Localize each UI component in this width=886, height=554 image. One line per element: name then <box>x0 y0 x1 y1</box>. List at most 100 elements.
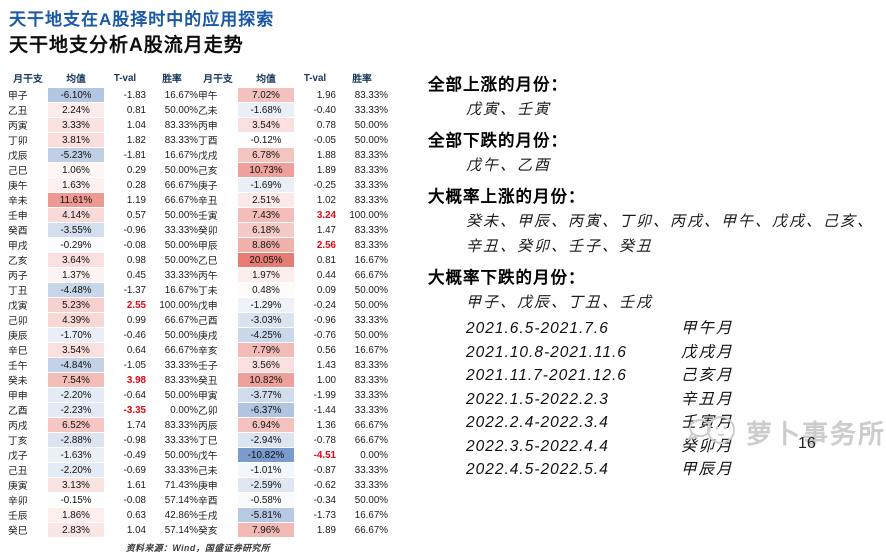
win-rate: 16.67% <box>336 342 388 358</box>
table-row: 丁丑 -4.48% -1.37 16.67% 丁未 0.48% 0.09 50.00% <box>8 282 388 298</box>
t-value: -0.08 <box>104 237 146 253</box>
mean-value: 0.48% <box>238 282 294 298</box>
panel-month-list: 戊午、乙酉 <box>466 157 552 174</box>
mean-value: -6.10% <box>48 87 104 103</box>
stem-branch-name: 甲午 <box>198 87 238 103</box>
stem-branch-name: 甲申 <box>8 387 48 403</box>
t-value: -0.05 <box>294 132 336 148</box>
t-value: -4.51 <box>294 447 336 463</box>
win-rate: 16.67% <box>336 507 388 523</box>
t-value: -1.83 <box>104 87 146 103</box>
t-value: -1.99 <box>294 387 336 403</box>
win-rate: 33.33% <box>336 102 388 118</box>
stem-branch-name: 丁巳 <box>198 432 238 448</box>
col-header: 均值 <box>256 74 276 85</box>
mean-value: -4.84% <box>48 357 104 373</box>
stem-branch-name: 乙亥 <box>8 252 48 268</box>
mean-value: 1.06% <box>48 162 104 178</box>
win-rate: 50.00% <box>336 117 388 133</box>
table-row: 乙酉 -2.23% -3.35 0.00% 乙卯 -6.37% -1.44 33.33% <box>8 402 388 418</box>
mean-value: 1.37% <box>48 267 104 283</box>
stem-branch-name: 丁酉 <box>198 132 238 148</box>
table-row: 壬辰 1.86% 0.63 42.86% 壬戌 -5.81% -1.73 16.67% <box>8 507 388 523</box>
stem-branch-name: 戊戌 <box>198 147 238 163</box>
win-rate: 50.00% <box>146 327 198 343</box>
mean-value: 2.24% <box>48 102 104 118</box>
stem-branch-name: 乙未 <box>198 102 238 118</box>
stem-branch-name: 戊辰 <box>8 147 48 163</box>
win-rate: 50.00% <box>336 492 388 508</box>
t-value: 0.28 <box>104 177 146 193</box>
win-rate: 71.43% <box>146 477 198 493</box>
mean-value: 7.79% <box>238 342 294 358</box>
t-value: -0.96 <box>104 222 146 238</box>
col-header: 胜率 <box>352 74 372 85</box>
win-rate: 33.33% <box>146 267 198 283</box>
win-rate: 50.00% <box>146 207 198 223</box>
mean-value: -6.37% <box>238 402 294 418</box>
t-value: 3.98 <box>104 372 146 388</box>
win-rate: 16.67% <box>146 282 198 298</box>
win-rate: 0.00% <box>146 402 198 418</box>
win-rate: 57.14% <box>146 492 198 508</box>
mean-value: -1.69% <box>238 177 294 193</box>
win-rate: 66.67% <box>336 267 388 283</box>
stem-branch-name: 乙丑 <box>8 102 48 118</box>
date-range: 2022.4.5-2022.5.4 <box>466 461 609 478</box>
table-row: 己巳 1.06% 0.29 50.00% 己亥 10.73% 1.89 83.33% <box>8 162 388 178</box>
table-row: 庚午 1.63% 0.28 66.67% 庚子 -1.69% -0.25 33.33% <box>8 177 388 193</box>
mean-value: 1.86% <box>48 507 104 523</box>
mean-value: -3.77% <box>238 387 294 403</box>
mean-value: -3.03% <box>238 312 294 328</box>
stem-branch-name: 戊寅 <box>8 297 48 313</box>
mean-value: 4.39% <box>48 312 104 328</box>
table-row: 甲申 -2.20% -0.64 50.00% 甲寅 -3.77% -1.99 33.33% <box>8 387 388 403</box>
mean-value: 10.73% <box>238 162 294 178</box>
date-row: 2021.11.7-2021.12.6 己亥月 <box>466 364 880 388</box>
mean-value: 3.64% <box>48 252 104 268</box>
mean-value: 7.96% <box>238 522 294 538</box>
table-row: 辛巳 3.54% 0.64 66.67% 辛亥 7.79% 0.56 16.67% <box>8 342 388 358</box>
t-value: -0.49 <box>104 447 146 463</box>
win-rate: 33.33% <box>146 432 198 448</box>
t-value: -0.46 <box>104 327 146 343</box>
table-row: 壬申 4.14% 0.57 50.00% 壬寅 7.43% 3.24 100.00% <box>8 207 388 223</box>
mean-value: 8.86% <box>238 237 294 253</box>
panel-heading: 全部上涨的月份： <box>428 76 568 94</box>
table-row: 己卯 4.39% 0.99 66.67% 己酉 -3.03% -0.96 33.33% <box>8 312 388 328</box>
t-value: 1.04 <box>104 522 146 538</box>
col-header: 均值 <box>66 74 86 85</box>
t-value: 1.00 <box>294 372 336 388</box>
mean-value: 7.43% <box>238 207 294 223</box>
stem-branch-name: 己酉 <box>198 312 238 328</box>
t-value: 1.88 <box>294 147 336 163</box>
date-row: 2022.4.5-2022.5.4 甲辰月 <box>466 458 880 482</box>
col-header: T-val <box>113 72 137 84</box>
t-value: 2.56 <box>294 237 336 253</box>
stem-branch-name: 辛酉 <box>198 492 238 508</box>
stem-branch-name: 己巳 <box>8 162 48 178</box>
win-rate: 16.67% <box>336 252 388 268</box>
stem-branch-name: 丙寅 <box>8 117 48 133</box>
mean-value: 7.02% <box>238 87 294 103</box>
win-rate: 83.33% <box>336 372 388 388</box>
mean-value: 10.82% <box>238 372 294 388</box>
stem-branch-name: 庚辰 <box>8 327 48 343</box>
win-rate: 50.00% <box>146 237 198 253</box>
panel-heading: 全部下跌的月份： <box>428 132 568 150</box>
table-row: 丙寅 3.33% 1.04 83.33% 丙申 3.54% 0.78 50.00% <box>8 117 388 133</box>
mean-value: 3.81% <box>48 132 104 148</box>
table-row: 甲子 -6.10% -1.83 16.67% 甲午 7.02% 1.96 83.33% <box>8 87 388 103</box>
date-month-name: 甲辰月 <box>681 461 734 478</box>
mean-value: -5.23% <box>48 147 104 163</box>
mean-value: -1.68% <box>238 102 294 118</box>
win-rate: 66.67% <box>336 522 388 538</box>
t-value: -0.87 <box>294 462 336 478</box>
t-value: -0.24 <box>294 297 336 313</box>
t-value: -1.81 <box>104 147 146 163</box>
t-value: 1.36 <box>294 417 336 433</box>
mean-value: -2.94% <box>238 432 294 448</box>
table-row: 癸酉 -3.55% -0.96 33.33% 癸卯 6.18% 1.47 83.33% <box>8 222 388 238</box>
mean-value: -4.25% <box>238 327 294 343</box>
mean-value: 5.23% <box>48 297 104 313</box>
